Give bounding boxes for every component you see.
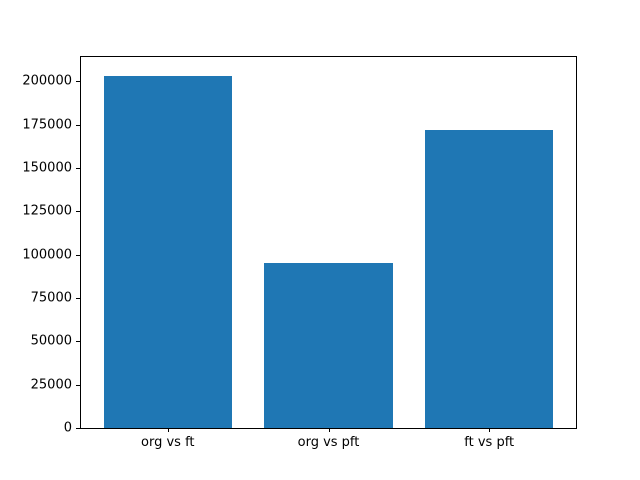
y-axis-tick-label: 150000 [22, 160, 72, 176]
x-axis-tick [489, 428, 491, 432]
y-axis-tick-label: 75000 [30, 290, 72, 306]
y-axis-tick-label: 200000 [22, 73, 72, 89]
y-axis-tick [76, 81, 80, 83]
x-axis-tick [328, 428, 330, 432]
y-axis-tick-label: 25000 [30, 377, 72, 393]
y-axis-tick-label: 175000 [22, 117, 72, 133]
y-axis-tick [76, 341, 80, 343]
y-axis-tick [76, 297, 80, 299]
x-axis-tick [167, 428, 169, 432]
y-axis-tick [76, 428, 80, 429]
bar-ft-vs-pft [424, 129, 554, 428]
y-axis-tick-label: 50000 [30, 333, 72, 349]
axes: 0 25000 50000 75000 100000 125000 150000 175000… [22, 56, 577, 449]
y-axis-tick [76, 254, 80, 256]
bar-org-vs-ft [103, 76, 233, 428]
x-axis-tick-label: org vs ft [141, 435, 195, 450]
y-axis-tick [76, 211, 80, 213]
y-axis-tick [76, 167, 80, 169]
y-axis-tick [76, 384, 80, 386]
bar-org-vs-pft [264, 263, 393, 428]
x-axis-tick-label: ft vs pft [464, 435, 515, 450]
y-axis-tick-label: 0 [63, 420, 72, 436]
y-axis-tick-label: 100000 [22, 247, 72, 263]
y-axis-tick [76, 124, 80, 126]
x-axis-tick-label: org vs pft [297, 435, 360, 450]
y-axis-tick-label: 125000 [22, 203, 72, 219]
